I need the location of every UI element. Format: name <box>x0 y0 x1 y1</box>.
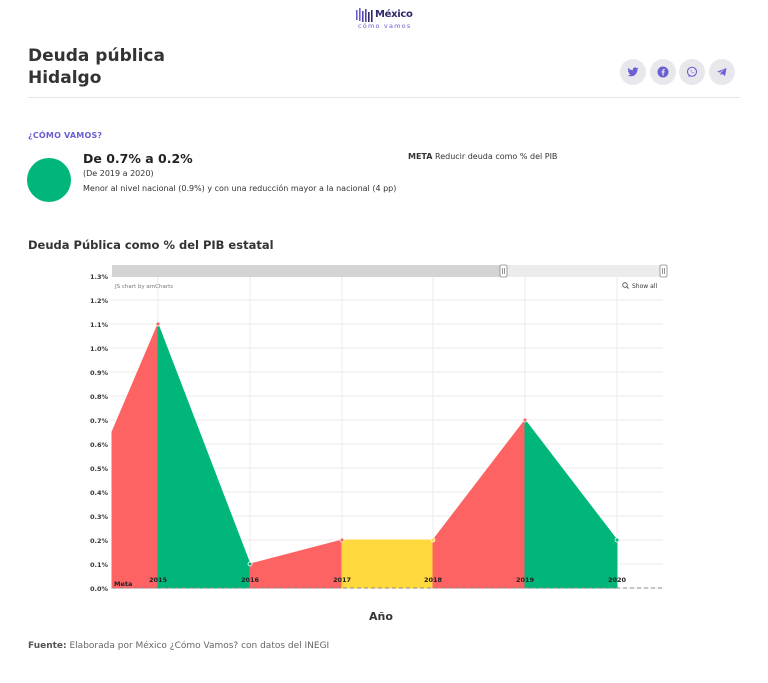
area-segment <box>524 418 618 589</box>
facebook-icon <box>657 66 669 78</box>
y-tick-label: 0.1% <box>90 561 109 569</box>
zoom-icon-handle <box>626 286 629 289</box>
data-point[interactable] <box>522 417 528 423</box>
y-tick-label: 0.0% <box>90 585 109 593</box>
range-description: Menor al nivel nacional (0.9%) y con una… <box>83 184 397 193</box>
scrollbar-handle-left[interactable] <box>499 264 508 278</box>
y-tick-label: 0.8% <box>90 393 109 401</box>
data-point[interactable] <box>247 561 253 567</box>
data-point[interactable] <box>430 537 436 543</box>
meta-text: Reducir deuda como % del PIB <box>435 152 558 161</box>
whatsapp-icon <box>686 66 698 77</box>
y-tick-label: 0.6% <box>90 441 109 449</box>
y-tick-label: 0.2% <box>90 537 109 545</box>
chart-credit: JS chart by amCharts <box>114 284 173 290</box>
x-tick-label: 2015 <box>149 576 168 584</box>
meta-label: META <box>408 152 433 161</box>
x-tick-label: 2020 <box>608 576 627 584</box>
y-tick-label: 0.9% <box>90 369 109 377</box>
logo-bars-icon <box>356 8 373 22</box>
page-title-line-1: Deuda pública <box>28 46 165 66</box>
show-all-button[interactable]: Show all <box>632 283 657 290</box>
x-tick-label: 2017 <box>333 576 351 584</box>
data-point[interactable] <box>614 537 620 543</box>
scrollbar-handle-right[interactable] <box>659 264 668 278</box>
zoom-icon <box>622 282 628 288</box>
header-divider <box>28 97 740 98</box>
meta-line: META Reducir deuda como % del PIB <box>408 152 557 161</box>
telegram-icon <box>717 68 727 76</box>
share-facebook-button[interactable] <box>650 59 676 85</box>
page-title: Deuda pública Hidalgo <box>28 45 165 89</box>
y-tick-label: 1.3% <box>90 273 109 281</box>
data-point[interactable] <box>155 321 161 327</box>
brand-name: México <box>375 9 413 20</box>
x-tick-label: 2019 <box>516 576 535 584</box>
y-tick-label: 1.2% <box>90 297 109 305</box>
source-line: Fuente: Elaborada por México ¿Cómo Vamos… <box>28 641 329 651</box>
data-point[interactable] <box>339 537 345 543</box>
brand-tagline: cómo vamos <box>358 22 412 30</box>
section-label: ¿CÓMO VAMOS? <box>28 131 103 140</box>
share-telegram-button[interactable] <box>709 59 735 85</box>
x-tick-label: 2018 <box>424 576 443 584</box>
chart-title: Deuda Pública como % del PIB estatal <box>28 238 274 252</box>
source-label: Fuente: <box>28 641 67 651</box>
area-segment <box>157 323 251 589</box>
area-segment <box>432 418 526 589</box>
area-segment <box>341 539 434 589</box>
y-tick-label: 0.4% <box>90 489 109 497</box>
share-whatsapp-button[interactable] <box>679 59 705 85</box>
range-period: (De 2019 a 2020) <box>83 169 154 178</box>
scrollbar-thumb[interactable] <box>112 265 504 277</box>
twitter-icon <box>627 67 639 77</box>
y-tick-label: 1.0% <box>90 345 109 353</box>
share-twitter-button[interactable] <box>620 59 646 85</box>
range-title: De 0.7% a 0.2% <box>83 151 193 166</box>
meta-series-label: Meta <box>114 580 132 588</box>
area-segment <box>111 323 159 589</box>
y-tick-label: 0.3% <box>90 513 109 521</box>
x-axis-title: Año <box>369 610 393 623</box>
x-tick-label: 2016 <box>241 576 260 584</box>
status-indicator <box>27 158 71 202</box>
y-tick-label: 0.7% <box>90 417 109 425</box>
brand-logo[interactable]: México cómo vamos <box>356 6 416 30</box>
source-text: Elaborada por México ¿Cómo Vamos? con da… <box>69 641 330 651</box>
page-title-line-2: Hidalgo <box>28 68 102 88</box>
y-tick-label: 0.5% <box>90 465 109 473</box>
y-tick-label: 1.1% <box>90 321 109 329</box>
area-segment <box>249 539 343 589</box>
